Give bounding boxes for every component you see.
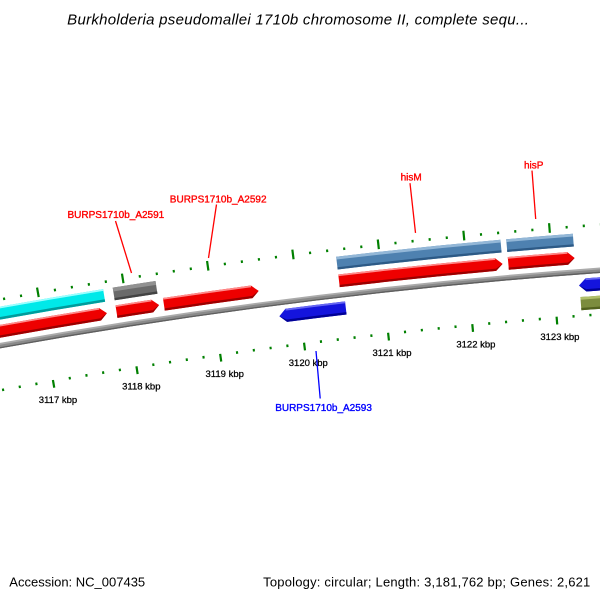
svg-text:hisM: hisM [401, 172, 422, 183]
svg-text:Topology: circular; Length: 3,: Topology: circular; Length: 3,181,762 bp… [263, 575, 590, 590]
svg-text:BURPS1710b_A2592: BURPS1710b_A2592 [170, 195, 267, 206]
svg-text:3120 kbp: 3120 kbp [289, 358, 328, 369]
svg-text:3121 kbp: 3121 kbp [372, 348, 411, 359]
svg-text:3123 kbp: 3123 kbp [540, 332, 579, 343]
svg-text:BURPS1710b_A2591: BURPS1710b_A2591 [68, 210, 165, 221]
svg-text:3117 kbp: 3117 kbp [39, 395, 77, 406]
svg-text:BURPS1710b_A2593: BURPS1710b_A2593 [275, 403, 372, 414]
svg-text:Accession: NC_007435: Accession: NC_007435 [9, 575, 145, 590]
svg-text:3119 kbp: 3119 kbp [206, 369, 244, 380]
svg-text:3118 kbp: 3118 kbp [122, 382, 160, 393]
svg-text:hisP: hisP [524, 160, 544, 171]
svg-text:Burkholderia pseudomallei 1710: Burkholderia pseudomallei 1710b chromoso… [67, 12, 529, 29]
svg-text:3122 kbp: 3122 kbp [456, 339, 495, 350]
